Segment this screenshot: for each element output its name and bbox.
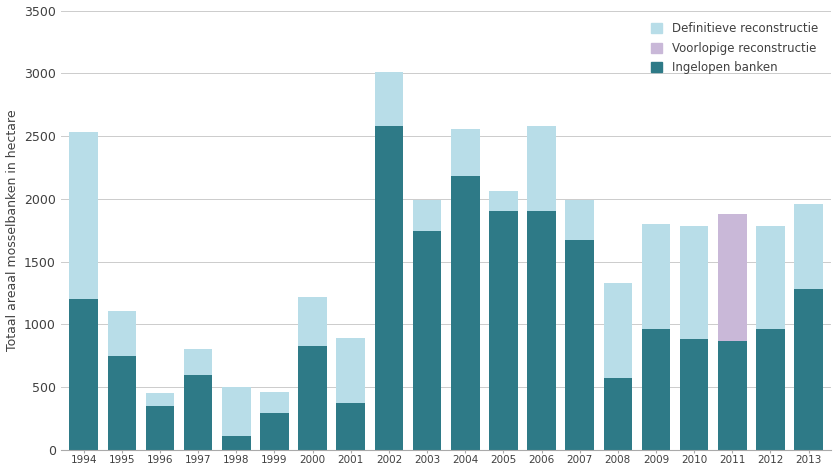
Legend: Definitieve reconstructie, Voorlopige reconstructie, Ingelopen banken: Definitieve reconstructie, Voorlopige re… xyxy=(646,19,821,78)
Bar xyxy=(793,204,822,289)
Bar xyxy=(336,404,364,450)
Bar xyxy=(488,211,517,450)
Bar xyxy=(641,329,670,450)
Bar xyxy=(69,132,98,299)
Bar xyxy=(298,346,327,450)
Bar xyxy=(717,214,746,341)
Bar xyxy=(412,231,441,450)
Bar xyxy=(603,378,631,450)
Bar xyxy=(679,227,707,340)
Bar xyxy=(451,176,479,450)
Bar xyxy=(755,227,784,329)
Bar xyxy=(793,289,822,450)
Bar xyxy=(260,392,288,414)
Bar xyxy=(412,200,441,231)
Bar xyxy=(603,283,631,378)
Bar xyxy=(184,374,212,450)
Bar xyxy=(488,191,517,211)
Bar xyxy=(527,211,555,450)
Bar xyxy=(375,72,403,126)
Bar xyxy=(564,240,594,450)
Bar xyxy=(755,329,784,450)
Y-axis label: Totaal areaal mosselbanken in hectare: Totaal areaal mosselbanken in hectare xyxy=(6,109,18,351)
Bar xyxy=(145,393,174,406)
Bar xyxy=(108,356,136,450)
Bar xyxy=(641,224,670,329)
Bar xyxy=(717,341,746,450)
Bar xyxy=(527,126,555,211)
Bar xyxy=(451,129,479,176)
Bar xyxy=(222,436,250,450)
Bar xyxy=(375,126,403,450)
Bar xyxy=(564,200,594,240)
Bar xyxy=(336,338,364,404)
Bar xyxy=(679,340,707,450)
Bar xyxy=(260,414,288,450)
Bar xyxy=(108,310,136,356)
Bar xyxy=(298,297,327,346)
Bar xyxy=(222,387,250,436)
Bar xyxy=(69,299,98,450)
Bar xyxy=(145,406,174,450)
Bar xyxy=(184,349,212,374)
